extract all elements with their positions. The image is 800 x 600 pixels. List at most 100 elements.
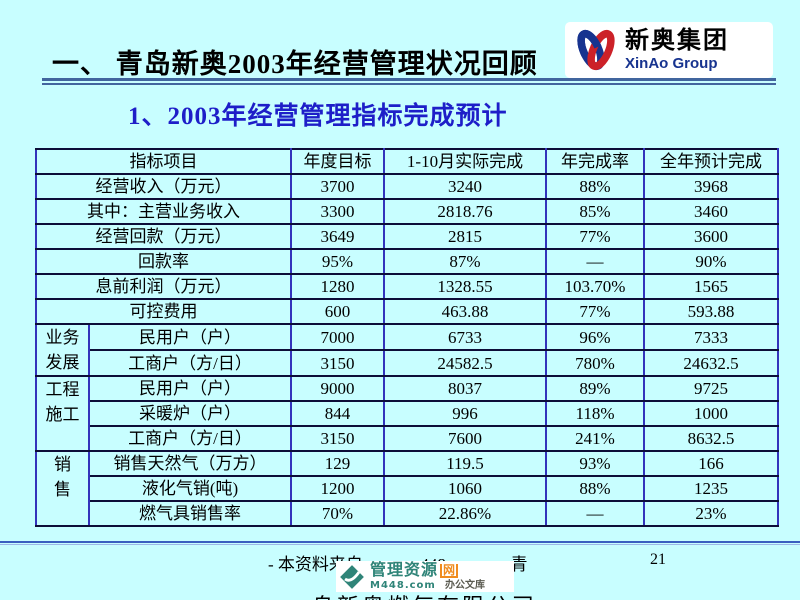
value-cell: 844 (290, 400, 385, 427)
row-label: 采暖炉（户） (88, 400, 292, 427)
title-underline (42, 78, 776, 81)
value-cell: 3460 (643, 198, 779, 225)
row-label: 经营收入（万元） (35, 173, 292, 200)
value-cell: 3600 (643, 223, 779, 250)
value-cell: 241% (545, 425, 645, 452)
value-cell: 3700 (290, 173, 385, 200)
value-cell: 88% (545, 173, 645, 200)
column-header: 年完成率 (545, 148, 645, 175)
logo-text: 新奥集团 XinAo Group (625, 27, 729, 72)
column-header: 1-10月实际完成 (383, 148, 547, 175)
value-cell: 780% (545, 349, 645, 377)
logo-name-cn: 新奥集团 (625, 27, 729, 54)
table-row: 业务 发展 民用户（户） 7000 6733 96% 7333 (35, 323, 779, 377)
row-label: 液化气销(吨) (88, 475, 292, 502)
footer-divider-shadow (0, 544, 800, 545)
metrics-table: 指标项目 年度目标 1-10月实际完成 年完成率 全年预计完成 经营收入（万元） 3700 3… (35, 148, 779, 527)
title-underline (42, 83, 776, 85)
value-cell: 3968 (643, 173, 779, 200)
value-cell: 1328.55 (383, 273, 547, 300)
value-cell: 3150 (290, 425, 385, 452)
value-cell: 93% (545, 450, 645, 477)
value-cell: — (545, 500, 645, 527)
value-cell: 9000 (290, 375, 385, 402)
value-cell: 1235 (643, 475, 779, 502)
watermark-brand: 管理资源 (370, 561, 439, 579)
value-cell: 87% (383, 248, 547, 275)
row-label: 工商户（方/日） (88, 425, 292, 452)
table-row: 工商户（方/日） 3150 24582.5 780% 24632.5 (36, 349, 779, 377)
value-cell: 23% (643, 500, 779, 527)
xinao-ribbon-icon (577, 29, 615, 71)
value-cell: 7000 (290, 323, 385, 351)
value-cell: 9725 (643, 375, 779, 402)
watermark-diamond-icon (340, 564, 364, 589)
page-number: 21 (650, 551, 666, 568)
column-header: 年度目标 (290, 148, 385, 175)
table-row: 可控费用 600 463.88 77% 593.88 (35, 298, 779, 325)
table-row: 燃气具销售率 70% 22.86% —23% (36, 500, 779, 527)
value-cell: 24632.5 (643, 349, 779, 377)
value-cell: 7600 (383, 425, 547, 452)
table-row: 液化气销(吨) 1200 1060 88% 1235 (36, 475, 779, 502)
column-header: 指标项目 (35, 148, 292, 175)
value-cell: 96% (545, 323, 645, 351)
row-label: 息前利润（万元） (35, 273, 292, 300)
value-cell: 593.88 (643, 298, 779, 325)
value-cell: 85% (545, 198, 645, 225)
table-row: 回款率 95% 87% —90% (35, 248, 779, 275)
column-header: 全年预计完成 (643, 148, 779, 175)
table-row: 工商户（方/日） 3150 7600 241% 8632.5 (36, 425, 779, 452)
row-label: 经营回款（万元） (35, 223, 292, 250)
company-name: 岛新奥燃气有限公司 (312, 589, 537, 600)
table-row: 采暖炉（户） 844 996 118% 1000 (36, 400, 779, 427)
table-row: 其中：主营业务收入 3300 2818.76 85% 3460 (35, 198, 779, 225)
value-cell: 996 (383, 400, 547, 427)
value-cell: 3649 (290, 223, 385, 250)
value-cell: 3150 (290, 349, 385, 377)
section-label: 销 售 (35, 450, 90, 527)
row-label: 销售天然气（万方） (88, 450, 292, 477)
watermark-texts: 管理资源 网 M448.com 办公文库 (370, 561, 486, 591)
table-row: 经营回款（万元） 3649 2815 77% 3600 (35, 223, 779, 250)
row-label: 燃气具销售率 (88, 500, 292, 527)
value-cell: 129 (290, 450, 385, 477)
value-cell: 6733 (383, 323, 547, 351)
value-cell: 3240 (383, 173, 547, 200)
value-cell: 8632.5 (643, 425, 779, 452)
value-cell: 2818.76 (383, 198, 547, 225)
value-cell: 1000 (643, 400, 779, 427)
logo-name-en: XinAo Group (625, 55, 718, 72)
value-cell: 1200 (290, 475, 385, 502)
row-label: 可控费用 (35, 298, 292, 325)
watermark-label: 办公文库 (445, 579, 486, 591)
page-title: 一、 青岛新奥2003年经营管理状况回顾 (52, 49, 538, 79)
value-cell: 24582.5 (383, 349, 547, 377)
value-cell: 1060 (383, 475, 547, 502)
table-row: 工程 施工 民用户（户） 9000 8037 89% 9725 (35, 375, 779, 452)
value-cell: 77% (545, 298, 645, 325)
value-cell: 1565 (643, 273, 779, 300)
value-cell: 95% (290, 248, 385, 275)
value-cell: 7333 (643, 323, 779, 351)
value-cell: 463.88 (383, 298, 547, 325)
xinao-logo: 新奥集团 XinAo Group (565, 22, 773, 78)
value-cell: 118% (545, 400, 645, 427)
watermark-net-badge: 网 (440, 563, 459, 578)
value-cell: 88% (545, 475, 645, 502)
table-wrap: 指标项目 年度目标 1-10月实际完成 年完成率 全年预计完成 经营收入（万元） 3700 3… (35, 148, 779, 527)
value-cell: 89% (545, 375, 645, 402)
value-cell: 8037 (383, 375, 547, 402)
value-cell: 77% (545, 223, 645, 250)
row-label: 回款率 (35, 248, 292, 275)
value-cell: 166 (643, 450, 779, 477)
value-cell: 600 (290, 298, 385, 325)
row-label: 民用户（户） (88, 323, 292, 351)
watermark-site: M448.com (370, 579, 436, 591)
row-label: 其中：主营业务收入 (35, 198, 292, 225)
section-label: 业务 发展 (35, 323, 90, 377)
value-cell: — (545, 248, 645, 275)
value-cell: 103.70% (545, 273, 645, 300)
value-cell: 1280 (290, 273, 385, 300)
